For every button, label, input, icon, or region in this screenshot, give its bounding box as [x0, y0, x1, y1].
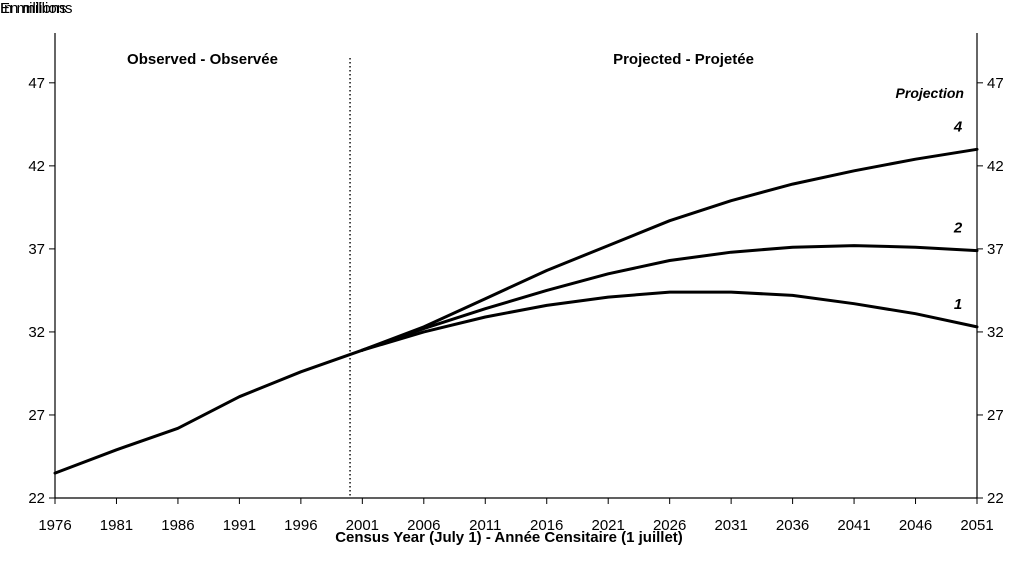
series-line-projection-2 [360, 244, 979, 352]
y-tick-label-right: 22 [987, 490, 1004, 507]
x-tick-label: 1991 [223, 517, 256, 534]
x-tick-label: 1981 [100, 517, 133, 534]
y-tick-label-left: 37 [28, 241, 45, 258]
x-tick-label: 2011 [469, 517, 501, 534]
y-tick-label-right: 42 [987, 158, 1004, 175]
x-tick-label: 2001 [346, 517, 379, 534]
x-tick-label: 2046 [899, 517, 932, 534]
series-line-projection-1 [360, 290, 979, 352]
observed-region-label: Observed - Observée [127, 51, 278, 68]
x-axis-title: Census Year (July 1) - Année Censitaire … [335, 529, 683, 546]
y-axis-unit-right: En millions [0, 0, 73, 17]
series-line-observed [53, 348, 364, 475]
series-label-4: 4 [953, 118, 963, 135]
y-tick-label-left: 42 [28, 158, 45, 175]
series-label-1: 1 [954, 296, 962, 313]
x-tick-label: 2051 [960, 517, 993, 534]
y-tick-label-left: 22 [28, 490, 45, 507]
y-tick-label-right: 47 [987, 75, 1004, 92]
y-tick-label-right: 27 [987, 407, 1004, 424]
y-axis-unit-left: In millions [0, 0, 67, 17]
x-tick-label: 2026 [653, 517, 686, 534]
x-tick-label: 2036 [776, 517, 809, 534]
x-tick-label: 2016 [530, 517, 563, 534]
x-tick-label: 2021 [592, 517, 625, 534]
x-tick-label: 2031 [714, 517, 747, 534]
x-tick-label: 1976 [38, 517, 71, 534]
x-tick-label: 2006 [407, 517, 440, 534]
projected-region-label: Projected - Projetée [613, 51, 754, 68]
series-line-projection-4 [360, 147, 979, 352]
x-tick-label: 1996 [284, 517, 317, 534]
y-tick-label-right: 32 [987, 324, 1004, 341]
x-tick-label: 1986 [161, 517, 194, 534]
y-tick-label-left: 47 [28, 75, 45, 92]
y-tick-label-left: 32 [28, 324, 45, 341]
projection-legend-heading: Projection [896, 85, 964, 101]
series-label-2: 2 [953, 220, 963, 237]
y-tick-label-left: 27 [28, 407, 45, 424]
y-tick-label-right: 37 [987, 241, 1004, 258]
x-tick-label: 2041 [837, 517, 870, 534]
